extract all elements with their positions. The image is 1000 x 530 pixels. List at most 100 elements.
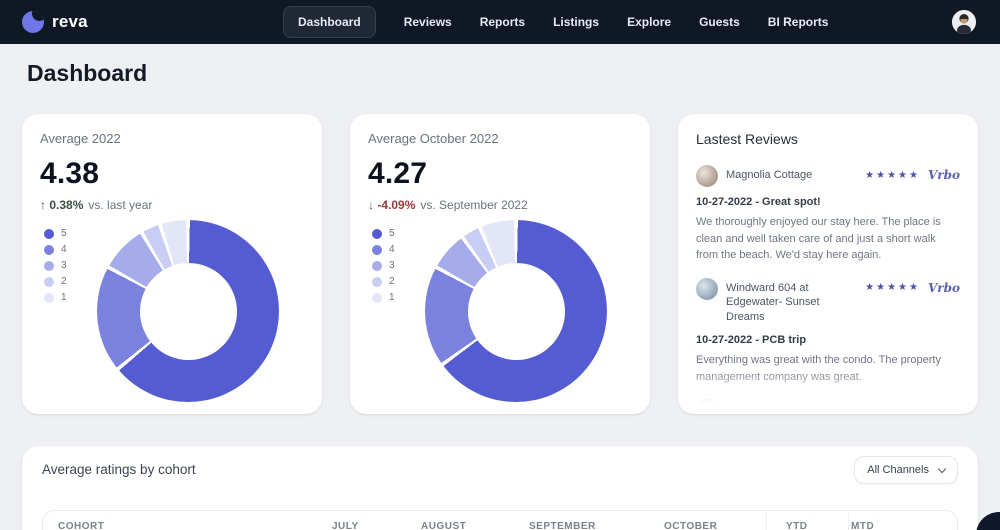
user-avatar-image — [952, 10, 976, 34]
star-rating: ★★★★★ — [865, 169, 920, 181]
legend-dot — [44, 244, 54, 255]
property-name: Magnolia Cottage — [726, 169, 813, 181]
review-item: Windward 604 at Edgewater- Sunset Dreams… — [696, 277, 960, 386]
review-header: Windward 604 at Edgewater- Sunset Dreams… — [696, 277, 960, 326]
legend-label: 2 — [61, 276, 67, 287]
user-avatar[interactable] — [952, 10, 976, 34]
property-name: Windward 604 at Edgewater- Sunset Dreams — [726, 281, 820, 324]
legend-dot — [44, 276, 54, 287]
legend-item-4: 4 — [44, 244, 67, 255]
legend-dot — [372, 292, 382, 303]
average-rating-value: 4.27 — [368, 157, 428, 190]
legend-dot — [372, 228, 382, 239]
vrbo-logo: Vrbo — [927, 402, 960, 414]
arrow-up-icon: ↑ — [40, 198, 46, 212]
review-header: St. Lucia 1103 ★★★★★ Vrbo — [696, 399, 960, 414]
legend-item-5: 5 — [44, 228, 67, 239]
rating-legend: 5 4 3 2 1 — [44, 228, 67, 303]
review-rating-group: ★★★★★ Vrbo — [865, 278, 960, 295]
trend-label: vs. last year — [88, 198, 153, 212]
legend-label: 5 — [389, 228, 395, 239]
nav-item-reports[interactable]: Reports — [479, 15, 526, 29]
legend-label: 2 — [389, 276, 395, 287]
legend-label: 4 — [389, 244, 395, 255]
vrbo-logo: Vrbo — [927, 280, 960, 295]
top-navigation-bar: reva Dashboard Reviews Reports Listings Expl… — [0, 0, 1000, 44]
chat-launcher-button[interactable] — [976, 512, 1000, 530]
review-item: St. Lucia 1103 ★★★★★ Vrbo 10-27-2022 - B… — [696, 399, 960, 414]
review-date-title: 10-27-2022 - Great spot! — [696, 196, 821, 208]
trend-up-indicator: ↑ 0.38% — [40, 198, 84, 212]
column-divider — [766, 511, 767, 530]
reviews-list: Magnolia Cottage ★★★★★ Vrbo 10-27-2022 -… — [696, 165, 960, 414]
average-year-card: Average 2022 4.38 ↑ 0.38% vs. last year … — [22, 114, 322, 414]
nav-item-bi-reports[interactable]: BI Reports — [767, 15, 829, 29]
cohort-ratings-card: Average ratings by cohort All Channels C… — [22, 446, 978, 530]
legend-item-3: 3 — [372, 260, 395, 271]
nav-item-reviews[interactable]: Reviews — [403, 15, 452, 29]
legend-item-2: 2 — [44, 276, 67, 287]
review-text: We thoroughly enjoyed our stay here. The… — [696, 216, 941, 261]
brand-logo[interactable]: reva — [22, 0, 88, 44]
nav-item-explore[interactable]: Explore — [627, 15, 672, 29]
rating-donut-chart — [425, 220, 607, 402]
legend-item-2: 2 — [372, 276, 395, 287]
review-item: Magnolia Cottage ★★★★★ Vrbo 10-27-2022 -… — [696, 165, 960, 264]
average-month-card: Average October 2022 4.27 ↓ -4.09% vs. S… — [350, 114, 650, 414]
table-header-august: AUGUST — [421, 521, 467, 530]
nav-menu: Dashboard Reviews Reports Listings Explore Gu… — [283, 0, 828, 44]
cohort-table: COHORT JULY AUGUST SEPTEMBER OCTOBER YTD MTD — [42, 510, 958, 530]
table-header-cohort: COHORT — [58, 521, 105, 530]
legend-dot — [372, 260, 382, 271]
section-title: Average ratings by cohort — [42, 462, 196, 477]
table-header-ytd: YTD — [786, 521, 808, 530]
table-header-october: OCTOBER — [664, 521, 718, 530]
card-title: Lastest Reviews — [696, 131, 798, 147]
channels-filter-value: All Channels — [867, 464, 929, 476]
nav-item-guests[interactable]: Guests — [699, 15, 740, 29]
review-rating-group: ★★★★★ Vrbo — [865, 399, 960, 414]
property-name: St. Lucia 1103 — [726, 403, 796, 414]
legend-label: 3 — [389, 260, 395, 271]
nav-item-listings[interactable]: Listings — [553, 15, 600, 29]
review-rating-group: ★★★★★ Vrbo — [865, 165, 960, 182]
brand-name: reva — [52, 12, 88, 31]
legend-item-1: 1 — [44, 292, 67, 303]
nav-item-dashboard[interactable]: Dashboard — [283, 6, 376, 38]
review-date-title: 10-27-2022 - PCB trip — [696, 334, 807, 347]
column-divider — [848, 511, 849, 530]
trend-row: ↑ 0.38% vs. last year — [40, 198, 304, 212]
donut-hole — [139, 262, 237, 360]
trend-label: vs. September 2022 — [420, 198, 528, 212]
legend-dot — [44, 292, 54, 303]
property-avatar — [696, 277, 718, 300]
legend-label: 5 — [61, 228, 67, 239]
vrbo-logo: Vrbo — [927, 168, 960, 182]
legend-item-1: 1 — [372, 292, 395, 303]
latest-reviews-card: Lastest Reviews Magnolia Cottage ★★★★★ V… — [678, 114, 978, 414]
chevron-down-icon — [937, 464, 947, 473]
trend-row: ↓ -4.09% vs. September 2022 — [368, 198, 632, 212]
property-avatar — [696, 399, 718, 414]
table-header-september: SEPTEMBER — [529, 521, 596, 530]
page-title: Dashboard — [27, 60, 148, 86]
rating-legend: 5 4 3 2 1 — [372, 228, 395, 303]
star-rating: ★★★★★ — [865, 403, 920, 414]
average-rating-value: 4.38 — [40, 157, 100, 190]
legend-item-4: 4 — [372, 244, 395, 255]
channels-filter-dropdown[interactable]: All Channels — [854, 456, 958, 484]
review-header: Magnolia Cottage ★★★★★ Vrbo — [696, 165, 960, 187]
review-text: Everything was great with the condo. The… — [696, 354, 941, 383]
legend-dot — [372, 276, 382, 287]
legend-dot — [44, 260, 54, 271]
rating-donut-chart — [97, 220, 279, 402]
legend-dot — [372, 244, 382, 255]
reva-moon-icon — [22, 11, 44, 33]
table-header-july: JULY — [332, 521, 359, 530]
card-title: Average 2022 — [40, 131, 121, 146]
legend-label: 1 — [61, 292, 67, 303]
legend-dot — [44, 228, 54, 239]
legend-label: 1 — [389, 292, 395, 303]
legend-label: 3 — [61, 260, 67, 271]
